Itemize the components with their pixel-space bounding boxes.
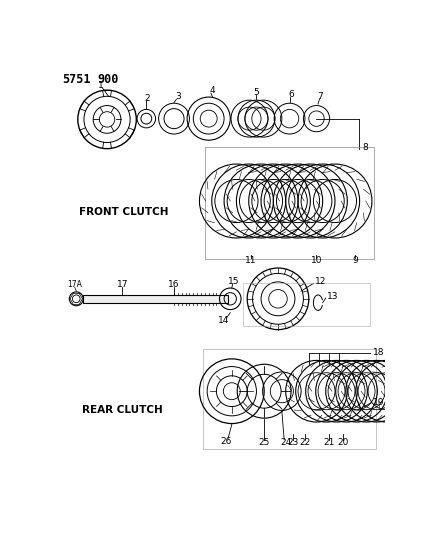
Text: 7: 7	[317, 92, 323, 101]
Text: 21: 21	[323, 438, 335, 447]
Text: 5: 5	[254, 88, 259, 97]
Text: 12: 12	[315, 277, 326, 286]
Text: 15: 15	[228, 277, 240, 286]
Text: 16: 16	[168, 280, 180, 289]
Text: REAR CLUTCH: REAR CLUTCH	[82, 406, 163, 415]
Text: 22: 22	[299, 438, 311, 447]
Text: 6: 6	[288, 90, 294, 99]
Text: 25: 25	[258, 438, 270, 447]
Bar	[202, 349, 376, 449]
Text: FRONT CLUTCH: FRONT CLUTCH	[79, 207, 169, 217]
Text: 17A: 17A	[67, 280, 82, 289]
Text: 23: 23	[288, 438, 299, 447]
Text: 4: 4	[210, 86, 215, 95]
Text: 18: 18	[373, 348, 384, 357]
Text: 24: 24	[280, 438, 291, 447]
Text: 9: 9	[352, 256, 358, 265]
Text: 1: 1	[98, 81, 104, 90]
Text: 900: 900	[97, 73, 118, 86]
Text: 5751: 5751	[62, 73, 91, 86]
Text: 14: 14	[218, 316, 230, 325]
Text: 19: 19	[373, 398, 384, 407]
Text: 10: 10	[311, 256, 322, 265]
Text: 17: 17	[117, 280, 128, 289]
Text: 8: 8	[363, 143, 369, 151]
Bar	[83, 295, 228, 303]
Text: 26: 26	[220, 437, 231, 446]
Text: 11: 11	[245, 256, 257, 265]
Text: 13: 13	[327, 292, 339, 301]
Bar	[243, 284, 370, 326]
Bar	[205, 147, 374, 259]
Text: 20: 20	[338, 438, 349, 447]
Text: 3: 3	[175, 92, 181, 101]
Text: 2: 2	[144, 94, 150, 103]
